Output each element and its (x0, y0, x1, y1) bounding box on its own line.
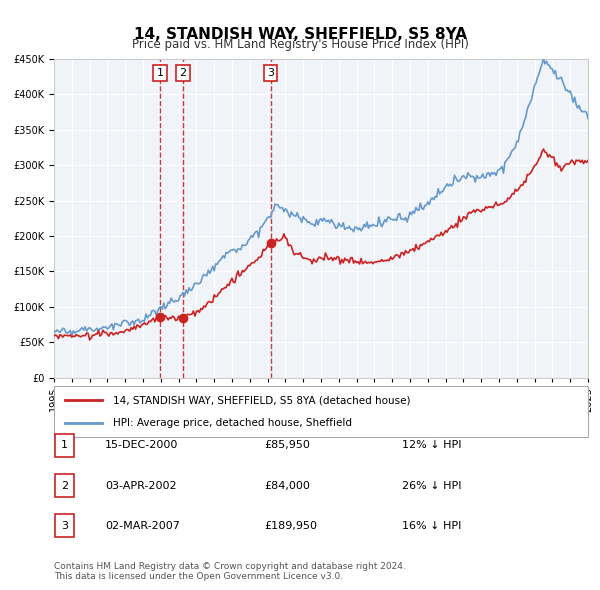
Text: 02-MAR-2007: 02-MAR-2007 (105, 521, 180, 530)
FancyBboxPatch shape (55, 514, 74, 537)
Text: 3: 3 (267, 68, 274, 78)
FancyBboxPatch shape (55, 474, 74, 497)
Text: Contains HM Land Registry data © Crown copyright and database right 2024.
This d: Contains HM Land Registry data © Crown c… (54, 562, 406, 581)
Text: 15-DEC-2000: 15-DEC-2000 (105, 441, 178, 450)
Text: 12% ↓ HPI: 12% ↓ HPI (402, 441, 461, 450)
Text: £84,000: £84,000 (264, 481, 310, 490)
FancyBboxPatch shape (54, 386, 588, 437)
Text: 03-APR-2002: 03-APR-2002 (105, 481, 176, 490)
Text: £189,950: £189,950 (264, 521, 317, 530)
Text: 26% ↓ HPI: 26% ↓ HPI (402, 481, 461, 490)
Text: 14, STANDISH WAY, SHEFFIELD, S5 8YA (detached house): 14, STANDISH WAY, SHEFFIELD, S5 8YA (det… (113, 395, 410, 405)
Text: 16% ↓ HPI: 16% ↓ HPI (402, 521, 461, 530)
Text: 1: 1 (157, 68, 164, 78)
Text: 1: 1 (61, 441, 68, 450)
Text: Price paid vs. HM Land Registry's House Price Index (HPI): Price paid vs. HM Land Registry's House … (131, 38, 469, 51)
Text: 3: 3 (61, 521, 68, 530)
Text: HPI: Average price, detached house, Sheffield: HPI: Average price, detached house, Shef… (113, 418, 352, 428)
FancyBboxPatch shape (55, 434, 74, 457)
Text: 2: 2 (61, 481, 68, 490)
Text: £85,950: £85,950 (264, 441, 310, 450)
Text: 2: 2 (179, 68, 187, 78)
Text: 14, STANDISH WAY, SHEFFIELD, S5 8YA: 14, STANDISH WAY, SHEFFIELD, S5 8YA (133, 27, 467, 41)
